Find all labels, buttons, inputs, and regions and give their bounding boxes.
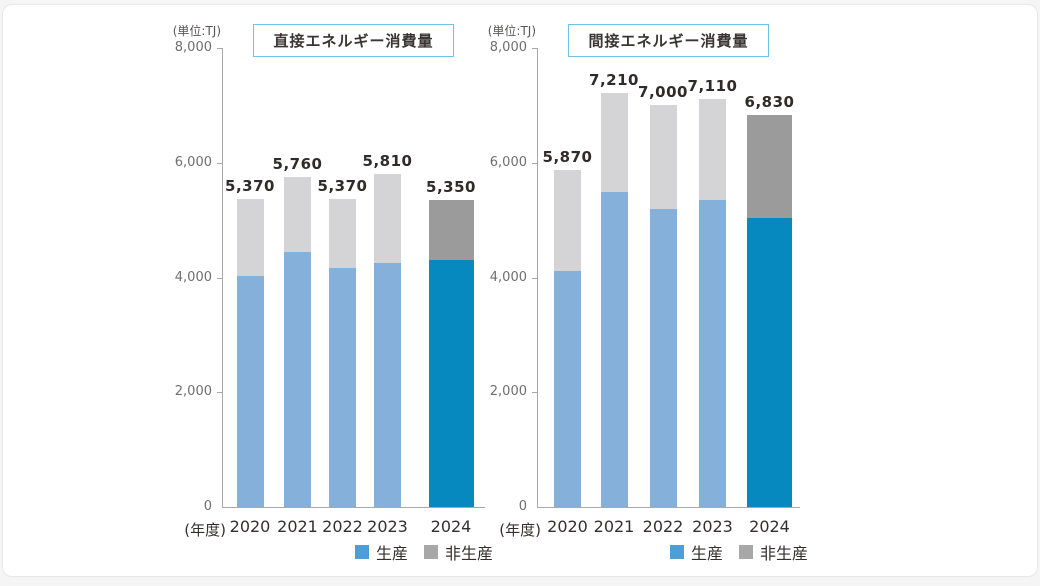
y-tick-label: 8,000: [174, 40, 212, 55]
y-tick-mark: [532, 162, 537, 164]
year-label: 2024: [430, 517, 472, 536]
bar-segment-nonproduction: [374, 173, 401, 264]
chart-card: [2, 4, 1038, 577]
y-tick-label: 0: [203, 499, 212, 514]
y-tick-label: 6,000: [489, 154, 527, 170]
chart-title-wrap: 直接エネルギー消費量: [222, 24, 485, 57]
chart-title: 間接エネルギー消費量: [568, 24, 769, 57]
legend-label-production: 生産: [690, 544, 723, 563]
bar-segment-production: [374, 263, 401, 507]
bar-total-label: 7,210: [589, 71, 639, 90]
bar-total-label: 5,810: [362, 151, 413, 170]
bar-segment-production: [554, 270, 581, 507]
unit-label: (単位:TJ): [487, 24, 536, 38]
year-label: 2020: [229, 517, 271, 536]
bar-segment-nonproduction: [428, 200, 474, 261]
y-tick-label: 4,000: [489, 269, 527, 285]
legend-item-nonproduction: 非生産: [738, 540, 808, 564]
y-tick-mark: [532, 277, 537, 279]
production-swatch-icon: [354, 545, 369, 559]
legend-item-nonproduction: 非生産: [423, 540, 493, 564]
y-tick-mark: [217, 277, 222, 279]
bar-segment-nonproduction: [284, 176, 311, 253]
y-tick-label: 6,000: [174, 154, 212, 170]
bar-segment-production: [747, 218, 792, 507]
year-label: 2020: [547, 517, 588, 536]
legend: 生産 非生産: [537, 540, 808, 564]
bar-total-label: 5,370: [225, 176, 275, 195]
bar-segment-nonproduction: [554, 170, 581, 271]
legend-label-nonproduction: 非生産: [444, 544, 493, 563]
legend: 生産 非生産: [222, 540, 493, 564]
year-label: 2022: [642, 517, 684, 536]
bar-segment-nonproduction: [747, 115, 792, 219]
bar-segment-production: [428, 260, 474, 507]
year-label: 2024: [749, 517, 790, 536]
bar-segment-nonproduction: [649, 105, 677, 209]
bar-total-label: 7,110: [687, 77, 738, 96]
chart-title: 直接エネルギー消費量: [253, 24, 454, 57]
y-tick-mark: [532, 48, 537, 49]
x-axis-line: [222, 507, 485, 508]
y-tick-mark: [217, 162, 222, 164]
xaxis-unit-label: (年度): [499, 521, 541, 539]
year-label: 2021: [593, 517, 635, 536]
nonproduction-swatch-icon: [738, 545, 753, 559]
legend-item-production: 生産: [669, 540, 723, 564]
legend-label-nonproduction: 非生産: [759, 544, 808, 563]
bar-total-label: 6,830: [744, 93, 795, 112]
bar-segment-nonproduction: [236, 198, 264, 277]
legend-item-production: 生産: [354, 540, 408, 564]
year-label: 2022: [322, 517, 363, 536]
y-tick-label: 0: [518, 499, 527, 514]
bar-segment-nonproduction: [699, 99, 726, 201]
y-axis-line: [222, 48, 223, 507]
bar-segment-nonproduction: [329, 198, 356, 268]
bar-total-label: 5,870: [542, 148, 593, 167]
bar-total-label: 5,760: [272, 154, 323, 173]
y-tick-label: 8,000: [489, 40, 527, 55]
year-label: 2023: [367, 517, 408, 536]
nonproduction-swatch-icon: [423, 545, 438, 559]
unit-label: (単位:TJ): [172, 24, 221, 38]
bar-segment-production: [329, 267, 356, 507]
y-tick-mark: [532, 392, 537, 394]
y-tick-mark: [217, 392, 222, 394]
y-tick-label: 2,000: [489, 384, 527, 400]
bar-segment-production: [284, 252, 311, 507]
y-axis-line: [537, 48, 538, 507]
bar-segment-production: [600, 192, 628, 507]
bar-segment-nonproduction: [600, 93, 628, 192]
x-axis-line: [537, 507, 800, 508]
bar-segment-production: [649, 208, 677, 507]
bar-total-label: 5,350: [426, 178, 476, 197]
chart-title-wrap: 間接エネルギー消費量: [537, 24, 800, 57]
bar-segment-production: [236, 276, 264, 507]
y-tick-label: 4,000: [174, 269, 212, 285]
bar-total-label: 7,000: [638, 83, 688, 102]
production-swatch-icon: [669, 545, 684, 559]
y-tick-label: 2,000: [174, 384, 212, 400]
legend-label-production: 生産: [375, 544, 408, 563]
bar-total-label: 5,370: [317, 176, 368, 195]
bar-segment-production: [699, 200, 726, 507]
year-label: 2023: [692, 517, 733, 536]
y-tick-mark: [217, 48, 222, 49]
xaxis-unit-label: (年度): [184, 521, 226, 539]
year-label: 2021: [277, 517, 318, 536]
